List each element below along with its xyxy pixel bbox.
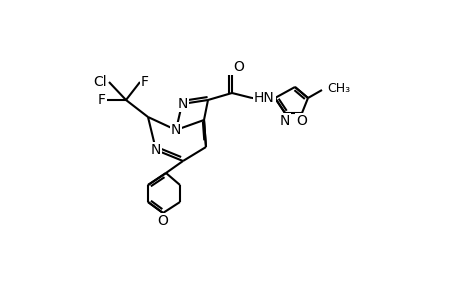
Text: HN: HN	[253, 91, 274, 105]
Text: N: N	[170, 123, 181, 137]
Text: F: F	[98, 93, 106, 107]
Text: O: O	[233, 60, 243, 74]
Text: Cl: Cl	[93, 75, 107, 89]
Text: O: O	[157, 214, 168, 228]
Text: N: N	[151, 143, 161, 157]
Text: F: F	[141, 75, 149, 89]
Text: CH₃: CH₃	[326, 82, 349, 94]
Text: N: N	[178, 97, 188, 111]
Text: O: O	[296, 114, 307, 128]
Text: N: N	[279, 114, 290, 128]
